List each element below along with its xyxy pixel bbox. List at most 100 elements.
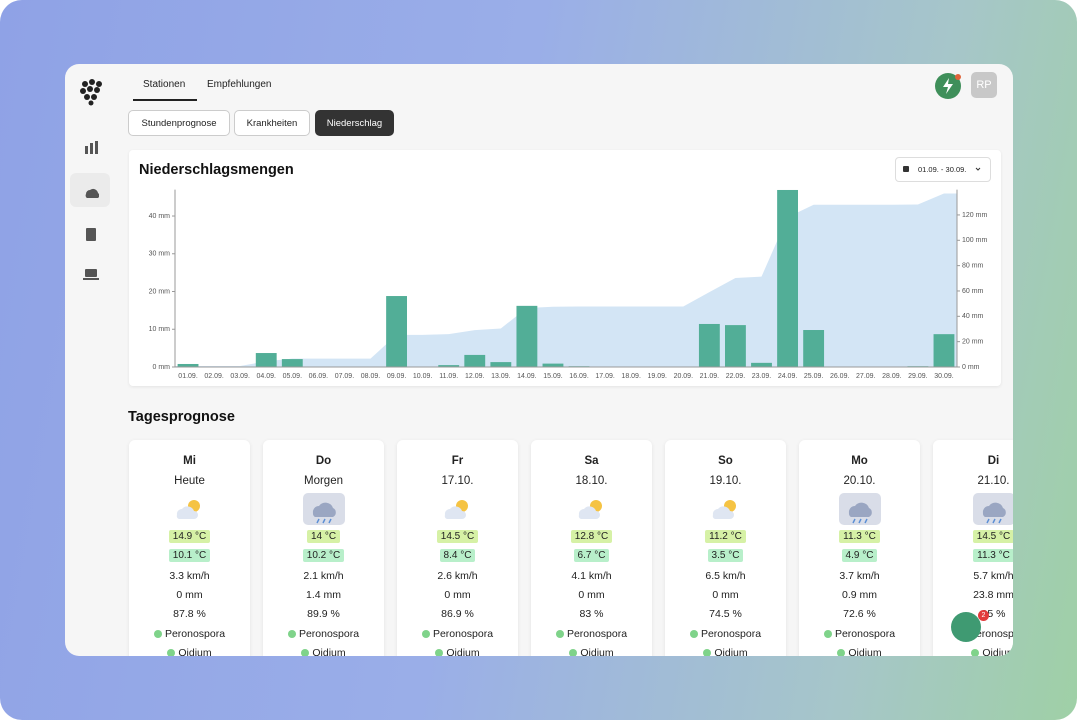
x-tick-label: 15.09. — [543, 373, 563, 380]
bar — [255, 353, 277, 367]
humidity: 74.5 % — [709, 608, 742, 620]
wind: 6.5 km/h — [705, 570, 746, 582]
date: 19.10. — [709, 475, 742, 487]
day: Di — [987, 455, 1000, 467]
bar — [698, 323, 720, 367]
x-tick-label: 01.09. — [178, 373, 198, 380]
avatar[interactable]: RP — [971, 72, 997, 98]
y2-tick-label: 60 mm — [962, 288, 984, 295]
max-row: 14 °C — [263, 530, 384, 543]
x-tick-label: 30.09. — [934, 373, 954, 380]
x-tick-label: 23.09. — [752, 373, 772, 380]
x-tick-label: 08.09. — [361, 373, 381, 380]
date-picker[interactable]: 01.09. - 30.09. — [895, 157, 991, 182]
rain: 0 mm — [176, 589, 203, 601]
min-row: 3.5 °C — [665, 549, 786, 562]
status-dot — [971, 649, 980, 656]
max-row: 12.8 °C — [531, 530, 652, 543]
x-tick-label: 05.09. — [283, 373, 303, 380]
disease: Oidium — [982, 647, 1013, 656]
max-temp: 14.5 °C — [972, 530, 1013, 543]
disease: Peronospora — [298, 628, 360, 640]
max-temp: 11.3 °C — [839, 530, 880, 543]
wind: 2.1 km/h — [303, 570, 344, 582]
status-dot — [823, 630, 832, 638]
y2-tick-label: 120 mm — [962, 212, 987, 219]
forecast-card: Sa 18.10. 12.8 °C 6.7 °C 4.1 km/h 0 mm 83 % Per… — [531, 440, 652, 656]
min-temp: 10.1 °C — [168, 549, 211, 562]
disease-row: Oidium — [263, 647, 384, 656]
status-dot — [555, 630, 564, 638]
x-tick-label: 17.09. — [595, 373, 615, 380]
max-temp: 14 °C — [306, 530, 341, 543]
disease: Oidium — [312, 647, 346, 656]
chart: 0 mm 10 mm 20 mm 30 mm 40 mm 0 mm 20 mm 40 mm 60… — [149, 166, 987, 380]
min-temp: 10.2 °C — [302, 549, 345, 562]
day: Fr — [451, 455, 464, 467]
day: Do — [315, 455, 332, 467]
tab-underline — [133, 99, 197, 101]
tab[interactable]: Stationen — [143, 79, 186, 90]
day: Mo — [851, 455, 868, 467]
sidebar-icons[interactable] — [83, 140, 99, 360]
app-window: Stationen Empfehlungen RP Stundenprognos… — [65, 64, 1013, 656]
x-tick-label: 24.09. — [778, 373, 798, 380]
chat-button[interactable] — [951, 612, 981, 642]
x-tick-label: 12.09. — [465, 373, 485, 380]
status-dot — [421, 630, 430, 638]
min-row: 10.1 °C — [129, 549, 250, 562]
disease-row: Oidium — [397, 647, 518, 656]
bar — [751, 362, 772, 367]
disease: Peronospora — [566, 628, 628, 640]
status-dot — [435, 649, 444, 656]
humidity: 86.9 % — [441, 608, 474, 620]
disease-row: Oidium — [933, 647, 1013, 656]
y2-tick-label: 80 mm — [962, 262, 984, 269]
forecast-card: Fr 17.10. 14.5 °C 8.4 °C 2.6 km/h 0 mm 86.9 % P… — [397, 440, 518, 656]
status-dot — [287, 630, 296, 638]
x-tick-label: 04.09. — [256, 373, 276, 380]
wind: 3.3 km/h — [169, 570, 210, 582]
humidity: 87.8 % — [173, 608, 206, 620]
date: 18.10. — [575, 475, 608, 487]
forecast-card: Mo 20.10. 11.3 °C 4.9 °C 3.7 km/h 0.9 mm 72.6 … — [799, 440, 920, 656]
view-button[interactable]: Stundenprognose — [128, 110, 230, 136]
x-tick-label: 07.09. — [335, 373, 355, 380]
status-dot — [689, 630, 698, 638]
min-temp: 11.3 °C — [973, 549, 1013, 562]
disease-row: Peronospora — [397, 628, 518, 640]
x-tick-label: 27.09. — [856, 373, 876, 380]
cumulative-area — [175, 193, 957, 367]
view-button[interactable]: Niederschlag — [315, 110, 394, 136]
disease: Peronospora — [164, 628, 226, 640]
disease: Oidium — [178, 647, 212, 656]
y2-tick-label: 100 mm — [962, 237, 987, 244]
energy-button[interactable] — [934, 72, 962, 100]
weather-icon — [437, 493, 479, 525]
forecast-card: Do Morgen 14 °C 10.2 °C 2.1 km/h 1.4 mm 89.9 %… — [263, 440, 384, 656]
status-dot — [703, 649, 712, 656]
min-temp: 3.5 °C — [707, 549, 744, 562]
min-temp: 6.7 °C — [573, 549, 610, 562]
x-tick-label: 14.09. — [517, 373, 537, 380]
day: Mi — [183, 455, 196, 467]
bar — [516, 305, 538, 367]
view-button[interactable]: Krankheiten — [234, 110, 310, 136]
max-row: 14.9 °C — [129, 530, 250, 543]
wind: 2.6 km/h — [437, 570, 478, 582]
tab[interactable]: Empfehlungen — [207, 79, 272, 90]
disease-row: Oidium — [531, 647, 652, 656]
weather-icon — [839, 493, 881, 525]
rain: 0 mm — [444, 589, 471, 601]
humidity: 83 % — [579, 608, 604, 620]
min-row: 6.7 °C — [531, 549, 652, 562]
rain: 23.8 mm — [973, 589, 1013, 601]
status-dot — [167, 649, 176, 656]
x-tick-label: 21.09. — [700, 373, 720, 380]
bar — [542, 363, 564, 367]
min-row: 10.2 °C — [263, 549, 384, 562]
bar — [490, 362, 512, 367]
bar — [386, 296, 407, 367]
section-title: Tagesprognose — [128, 409, 235, 425]
